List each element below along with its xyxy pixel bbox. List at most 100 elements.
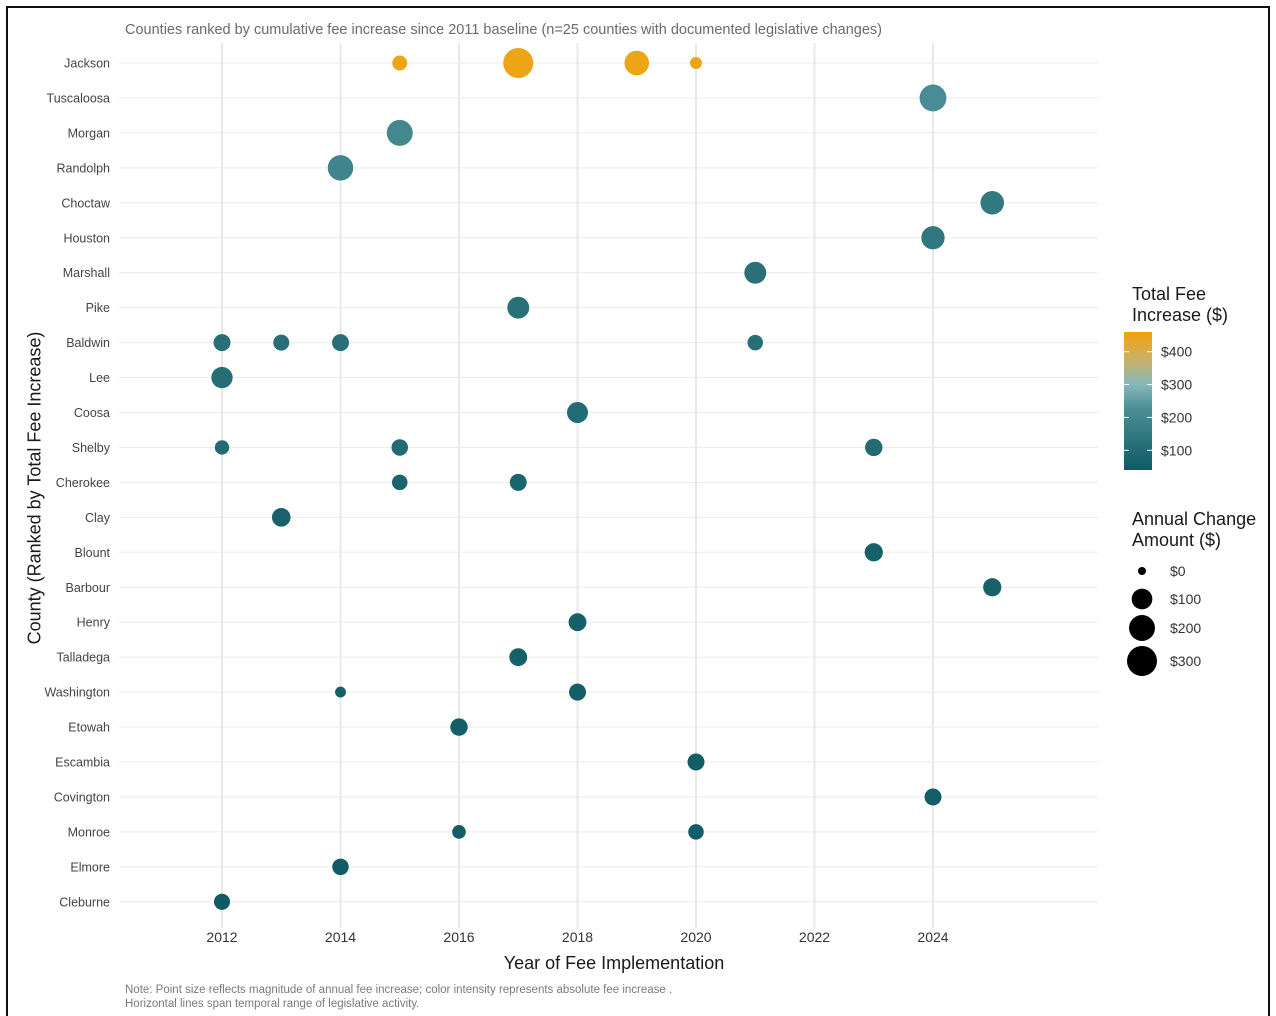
color-legend-bar <box>1124 332 1152 470</box>
y-tick-label: Talladega <box>56 651 110 665</box>
data-point <box>452 825 466 839</box>
y-tick-label: Elmore <box>70 860 110 874</box>
data-point <box>214 440 230 455</box>
x-tick-label: 2018 <box>562 929 593 945</box>
y-tick-label: Baldwin <box>66 336 110 350</box>
data-point <box>864 543 883 562</box>
data-point <box>924 788 942 806</box>
y-tick-label: Cherokee <box>56 476 110 490</box>
y-tick-label: Choctaw <box>61 196 111 210</box>
size-legend-title: Annual Change Amount ($) <box>1132 509 1256 551</box>
data-point <box>919 84 947 112</box>
size-legend-title-line2: Amount ($) <box>1132 530 1222 550</box>
data-point <box>569 683 586 701</box>
size-legend-dot <box>1127 646 1157 676</box>
chart-frame: Jackson Tuscaloosa Morgan Randolph Choctaw Ho… <box>6 6 1270 1016</box>
size-legend-dot <box>1138 567 1146 575</box>
data-point <box>271 508 291 527</box>
y-tick-label: Randolph <box>56 161 110 175</box>
data-point <box>211 366 233 389</box>
data-point <box>744 261 767 284</box>
x-tick-label: 2020 <box>680 929 711 945</box>
data-point <box>386 119 413 146</box>
data-point <box>391 474 408 491</box>
y-tick-label: Etowah <box>68 721 110 735</box>
y-tick-label: Lee <box>89 371 110 385</box>
data-point <box>391 439 409 456</box>
y-tick-label: Jackson <box>64 57 110 71</box>
y-tick-label: Blount <box>75 546 111 560</box>
y-tick-label: Monroe <box>68 825 110 839</box>
size-legend-label: $200 <box>1170 620 1201 636</box>
color-legend-title-line1: Total Fee <box>1132 284 1207 304</box>
size-legend-title-line1: Annual Change <box>1132 509 1257 529</box>
data-point <box>509 648 528 667</box>
data-point <box>568 613 587 632</box>
y-axis-ticks: Jackson Tuscaloosa Morgan Randolph Choctaw Ho… <box>44 57 111 910</box>
note-line-2: Horizontal lines span temporal range of … <box>125 998 420 1010</box>
y-tick-label: Washington <box>44 686 110 700</box>
data-point <box>689 56 703 70</box>
x-tick-label: 2014 <box>325 929 356 945</box>
size-legend-dot <box>1131 588 1153 610</box>
x-axis-ticks: 2012 2014 2016 2018 2020 2022 2024 <box>206 929 948 945</box>
x-tick-label: 2022 <box>799 929 830 945</box>
points <box>211 48 1005 910</box>
y-tick-label: Covington <box>54 790 110 804</box>
data-point <box>980 191 1005 215</box>
x-tick-label: 2012 <box>206 929 237 945</box>
data-point <box>688 824 704 840</box>
data-point <box>335 686 346 698</box>
legends: $400 $300 $200 $100 $0 $100 $200 $300 <box>1124 332 1201 676</box>
y-tick-label: Coosa <box>74 406 110 420</box>
y-tick-label: Pike <box>86 301 110 315</box>
data-point <box>687 753 705 771</box>
note-line-1: Note: Point size reflects magnitude of a… <box>125 984 673 996</box>
data-point <box>865 438 883 457</box>
data-point <box>273 334 290 351</box>
y-tick-label: Morgan <box>68 126 110 140</box>
color-legend-label: $100 <box>1161 442 1192 458</box>
data-point <box>507 296 530 319</box>
color-legend-label: $400 <box>1161 344 1192 360</box>
color-legend-title-line2: Increase ($) <box>1132 305 1229 325</box>
data-point <box>566 401 589 424</box>
y-tick-label: Barbour <box>66 581 110 595</box>
y-tick-label: Clay <box>85 511 111 525</box>
y-tick-label: Cleburne <box>59 895 110 909</box>
data-point <box>392 55 408 71</box>
data-point <box>450 718 468 736</box>
y-tick-label: Houston <box>63 231 110 245</box>
data-point <box>503 48 534 78</box>
chart-subtitle: Counties ranked by cumulative fee increa… <box>125 22 883 38</box>
size-legend-label: $0 <box>1170 563 1186 579</box>
size-legend-label: $100 <box>1170 591 1201 607</box>
chart-note: Note: Point size reflects magnitude of a… <box>125 983 672 1011</box>
data-point <box>624 50 650 76</box>
color-legend-label: $300 <box>1161 377 1192 393</box>
x-tick-label: 2024 <box>917 929 948 945</box>
data-point <box>509 473 527 491</box>
y-tick-label: Escambia <box>55 756 110 770</box>
size-legend-label: $300 <box>1170 653 1201 669</box>
chart-plot: Jackson Tuscaloosa Morgan Randolph Choctaw Ho… <box>44 43 1201 945</box>
x-tick-label: 2016 <box>443 929 474 945</box>
y-tick-label: Tuscaloosa <box>47 91 111 105</box>
data-point <box>332 858 349 876</box>
data-point <box>332 334 349 352</box>
data-point <box>327 155 354 181</box>
y-tick-label: Marshall <box>63 266 110 280</box>
data-point <box>213 893 231 910</box>
size-legend-dot <box>1129 615 1155 641</box>
x-axis-label: Year of Fee Implementation <box>503 953 725 973</box>
y-tick-label: Henry <box>77 616 111 630</box>
data-point <box>213 334 231 352</box>
y-axis-label: County (Ranked by Total Fee Increase) <box>24 331 45 645</box>
color-legend-title: Total Fee Increase ($) <box>1132 284 1228 326</box>
data-point <box>747 334 764 351</box>
color-legend-label: $200 <box>1161 409 1192 425</box>
grid <box>119 43 1098 928</box>
data-point <box>921 226 945 250</box>
data-point <box>983 578 1002 597</box>
y-tick-label: Shelby <box>72 441 111 455</box>
